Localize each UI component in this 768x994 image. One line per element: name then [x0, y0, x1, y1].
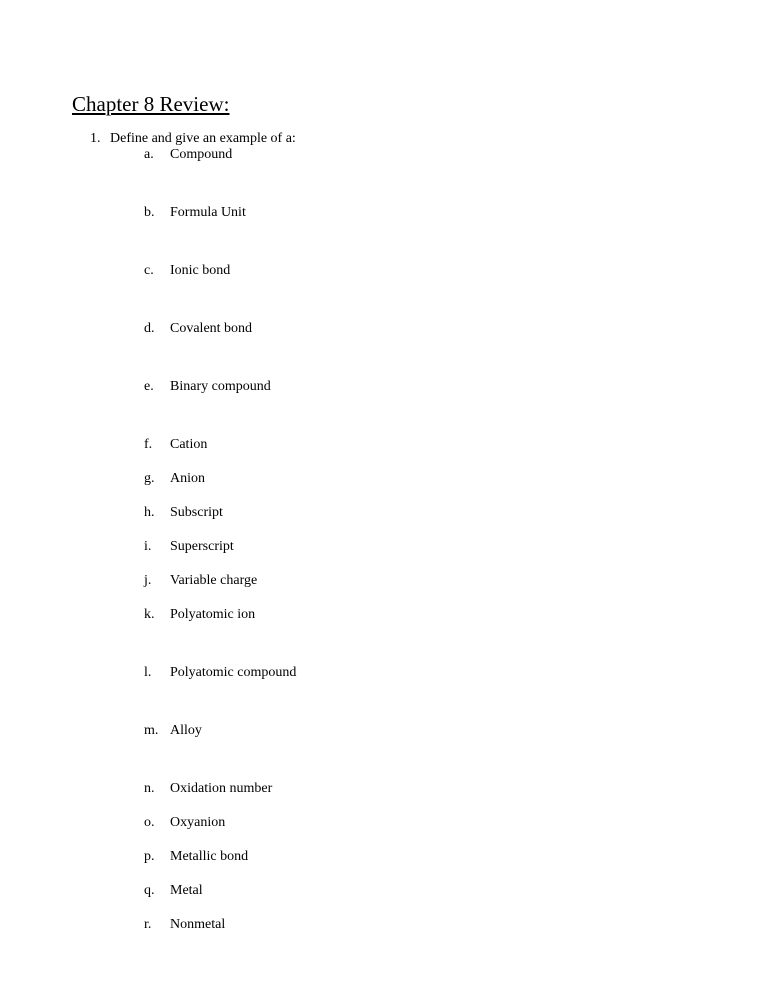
spacer [144, 453, 696, 471]
item-letter: j. [144, 573, 170, 589]
item-text: Formula Unit [170, 205, 246, 221]
list-item: n. Oxidation number [144, 781, 696, 797]
item-text: Covalent bond [170, 321, 252, 337]
spacer [144, 681, 696, 723]
list-item: j. Variable charge [144, 573, 696, 589]
item-text: Anion [170, 471, 205, 487]
page-title: Chapter 8 Review: [72, 92, 696, 117]
spacer [144, 555, 696, 573]
item-text: Binary compound [170, 379, 271, 395]
item-letter: h. [144, 505, 170, 521]
item-letter: l. [144, 665, 170, 681]
item-text: Metallic bond [170, 849, 248, 865]
list-item: o. Oxyanion [144, 815, 696, 831]
item-letter: d. [144, 321, 170, 337]
item-letter: n. [144, 781, 170, 797]
spacer [144, 589, 696, 607]
item-letter: q. [144, 883, 170, 899]
spacer [144, 831, 696, 849]
item-letter: r. [144, 917, 170, 933]
item-text: Ionic bond [170, 263, 230, 279]
list-item: p. Metallic bond [144, 849, 696, 865]
item-text: Oxyanion [170, 815, 225, 831]
item-letter: b. [144, 205, 170, 221]
item-letter: o. [144, 815, 170, 831]
list-item: k. Polyatomic ion [144, 607, 696, 623]
item-text: Compound [170, 147, 232, 163]
item-text: Variable charge [170, 573, 257, 589]
spacer [144, 337, 696, 379]
item-letter: g. [144, 471, 170, 487]
item-text: Oxidation number [170, 781, 272, 797]
question-text: Define and give an example of a: [110, 131, 296, 147]
item-letter: m. [144, 723, 170, 739]
list-item: h. Subscript [144, 505, 696, 521]
list-item: l. Polyatomic compound [144, 665, 696, 681]
main-list: 1. Define and give an example of a: [72, 131, 696, 147]
item-text: Alloy [170, 723, 202, 739]
list-item: m. Alloy [144, 723, 696, 739]
spacer [144, 739, 696, 781]
list-item: g. Anion [144, 471, 696, 487]
list-item: a. Compound [144, 147, 696, 163]
spacer [144, 521, 696, 539]
spacer [144, 279, 696, 321]
item-text: Polyatomic compound [170, 665, 296, 681]
item-text: Cation [170, 437, 207, 453]
item-letter: a. [144, 147, 170, 163]
spacer [144, 797, 696, 815]
spacer [144, 395, 696, 437]
item-text: Polyatomic ion [170, 607, 255, 623]
item-letter: c. [144, 263, 170, 279]
item-letter: f. [144, 437, 170, 453]
document-page: Chapter 8 Review: 1. Define and give an … [0, 0, 768, 933]
spacer [144, 487, 696, 505]
list-item: d. Covalent bond [144, 321, 696, 337]
question-number: 1. [90, 131, 110, 147]
list-item: q. Metal [144, 883, 696, 899]
item-letter: k. [144, 607, 170, 623]
sub-list: a. Compound b. Formula Unit c. Ionic bon… [72, 147, 696, 933]
spacer [144, 163, 696, 205]
item-letter: i. [144, 539, 170, 555]
item-text: Metal [170, 883, 203, 899]
item-text: Superscript [170, 539, 234, 555]
item-text: Subscript [170, 505, 223, 521]
list-item: c. Ionic bond [144, 263, 696, 279]
list-item: f. Cation [144, 437, 696, 453]
spacer [144, 899, 696, 917]
item-letter: e. [144, 379, 170, 395]
list-item: r. Nonmetal [144, 917, 696, 933]
item-letter: p. [144, 849, 170, 865]
list-item: i. Superscript [144, 539, 696, 555]
spacer [144, 623, 696, 665]
list-item: b. Formula Unit [144, 205, 696, 221]
item-text: Nonmetal [170, 917, 225, 933]
spacer [144, 865, 696, 883]
list-item: e. Binary compound [144, 379, 696, 395]
question-item: 1. Define and give an example of a: [90, 131, 696, 147]
spacer [144, 221, 696, 263]
